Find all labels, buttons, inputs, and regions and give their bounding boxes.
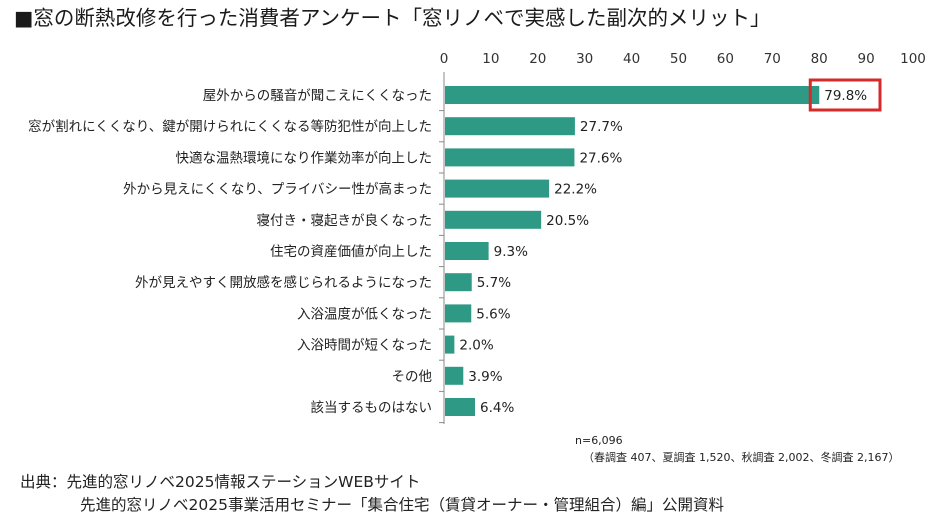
bar xyxy=(445,366,464,385)
data-label: 9.3% xyxy=(494,244,528,260)
x-tick-label: 40 xyxy=(623,51,640,67)
x-tick-label: 60 xyxy=(717,51,734,67)
bar xyxy=(445,148,575,167)
category-label: 入浴温度が低くなった xyxy=(297,306,432,322)
category-label: その他 xyxy=(392,369,433,385)
data-label: 5.7% xyxy=(477,275,511,291)
survey-breakdown-note: （春調査 407、夏調査 1,520、秋調査 2,002、冬調査 2,167） xyxy=(583,451,900,464)
x-tick-label: 90 xyxy=(858,51,875,67)
bar xyxy=(445,335,455,354)
x-tick-label: 100 xyxy=(900,51,926,67)
bar xyxy=(445,86,820,104)
data-label: 20.5% xyxy=(546,213,589,229)
category-label: 屋外からの騒音が聞こえにくくなった xyxy=(203,87,432,104)
data-label: 79.8% xyxy=(824,88,867,104)
highlight-box xyxy=(808,78,882,112)
data-label: 5.6% xyxy=(476,306,510,322)
category-label: 入浴時間が短くなった xyxy=(297,338,432,354)
x-tick-label: 10 xyxy=(482,51,499,67)
bar xyxy=(445,304,472,323)
bar xyxy=(445,273,472,292)
source-line-1: 出典：先進的窓リノベ2025情報ステーションWEBサイト xyxy=(20,473,421,491)
x-tick-label: 20 xyxy=(529,51,546,67)
bar xyxy=(445,398,476,416)
chart-title: ■窓の断熱改修を行った消費者アンケート「窓リノベで実感した副次的メリット」 xyxy=(14,6,771,30)
data-label: 22.2% xyxy=(554,182,597,198)
source-line-2: 先進的窓リノベ2025事業活用セミナー「集合住宅（賃貸オーナー・管理組合）編」公… xyxy=(80,496,724,514)
data-label: 6.4% xyxy=(480,400,514,416)
x-tick-label: 30 xyxy=(576,51,593,67)
bar xyxy=(445,210,542,229)
data-label: 3.9% xyxy=(468,369,502,385)
sample-size-note: n=6,096 xyxy=(575,434,623,447)
category-label: 住宅の資産価値が向上した xyxy=(270,244,432,260)
category-label: 快適な温熱環境になり作業効率が向上した xyxy=(176,149,433,166)
bar xyxy=(445,117,575,136)
data-label: 27.7% xyxy=(580,119,623,135)
x-tick-label: 50 xyxy=(670,51,687,67)
category-label: 外から見えにくくなり、プライバシー性が高まった xyxy=(123,181,432,198)
category-label: 外が見えやすく開放感を感じられるようになった xyxy=(135,274,432,291)
x-tick-label: 70 xyxy=(764,51,781,67)
data-label: 27.6% xyxy=(579,150,622,166)
bar xyxy=(445,242,489,260)
bar xyxy=(445,179,550,198)
category-label: 窓が割れにくくなり、鍵が開けられにくくなる等防犯性が向上した xyxy=(28,118,432,135)
x-tick-label: 80 xyxy=(811,51,828,67)
x-tick-label: 0 xyxy=(440,51,449,67)
category-label: 寝付き・寝起きが良くなった xyxy=(257,212,433,229)
category-label: 該当するものはない xyxy=(311,400,433,416)
data-label: 2.0% xyxy=(459,338,493,354)
